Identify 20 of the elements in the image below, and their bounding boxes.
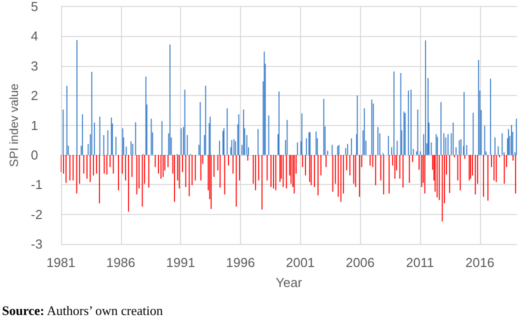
y-axis-title: SPI indev value [7, 83, 21, 167]
x-tick-label: 2011 [406, 255, 434, 270]
x-tick-label: 1991 [166, 255, 196, 270]
source-note: Source: Authors’ own creation [2, 303, 164, 318]
x-tick-label: 2016 [465, 255, 494, 270]
y-tick-label: 0 [30, 147, 38, 162]
y-tick-label: 3 [30, 58, 38, 74]
x-axis-title: Year [276, 275, 303, 290]
x-tick-label: 2006 [346, 255, 375, 270]
x-tick-label: 1981 [46, 255, 76, 270]
y-tick-label: 5 [30, 0, 38, 14]
y-tick-label: -1 [30, 177, 42, 192]
y-tick-label: 2 [30, 88, 38, 104]
x-tick-label: 1986 [106, 255, 136, 270]
y-tick-label: -2 [30, 206, 42, 222]
x-tick-label: 1996 [226, 255, 255, 270]
y-tick-label: -3 [30, 236, 42, 252]
y-tick-label: 4 [30, 28, 38, 44]
y-tick-label: 1 [30, 118, 38, 133]
x-tick-label: 2001 [286, 255, 315, 270]
